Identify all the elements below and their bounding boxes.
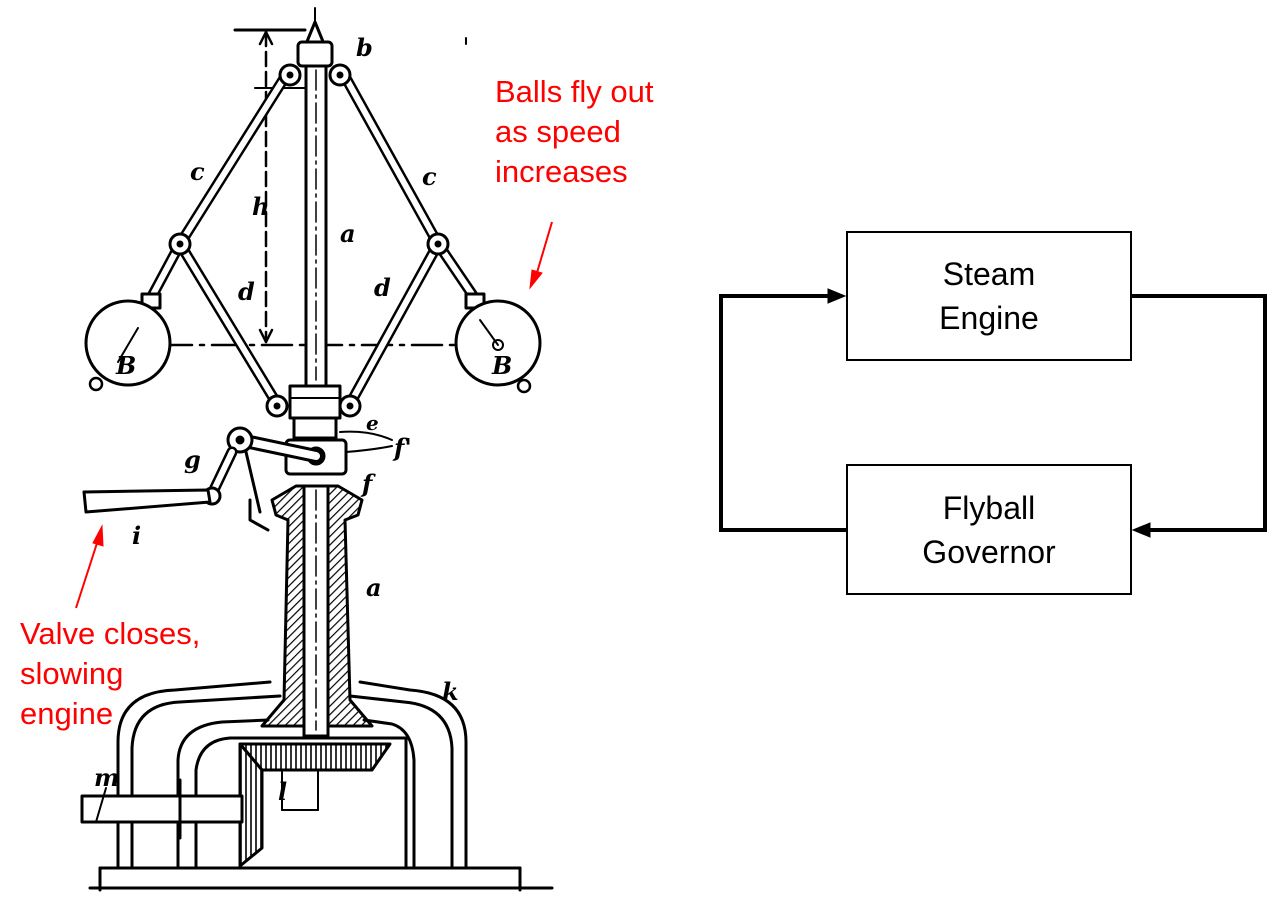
label-h: h — [252, 192, 269, 221]
flyball-governor-block: Flyball Governor — [846, 464, 1132, 595]
balls-arrow — [535, 221, 553, 277]
label-f-prime: f' — [392, 433, 412, 462]
flyball-right — [454, 292, 542, 394]
label-c-left: c — [190, 157, 205, 186]
label-c-right: c — [422, 162, 437, 191]
flyball-governor-drawing — [80, 7, 554, 892]
bevel-gear-vertical — [238, 742, 264, 868]
feedback-loop — [719, 288, 1267, 538]
steam-engine-block: Steam Engine — [846, 231, 1132, 361]
label-a-lower: a — [366, 573, 382, 602]
label-i: i — [132, 521, 141, 550]
valve-rod — [82, 488, 212, 514]
valve-annotation: Valve closes, slowing engine — [20, 616, 201, 731]
label-d-left: d — [238, 277, 255, 306]
label-l: l — [278, 777, 287, 806]
valve-arrow — [75, 539, 99, 609]
flyball-governor-label: Flyball Governor — [922, 489, 1056, 570]
label-B-right: B — [491, 351, 512, 380]
bevel-gear-horizontal — [238, 742, 392, 772]
arrowhead-to-engine — [827, 288, 847, 304]
sliding-collar — [288, 384, 342, 420]
steam-engine-label: Steam Engine — [939, 256, 1039, 336]
arrowhead-to-governor — [1131, 522, 1151, 538]
annotation-arrows — [75, 221, 553, 609]
frame — [98, 680, 522, 892]
label-a-upper: a — [340, 219, 356, 248]
drive-shaft — [80, 794, 244, 824]
label-g: g — [184, 445, 201, 474]
label-d-right: d — [374, 273, 391, 302]
flyball-left — [84, 292, 172, 392]
label-m: m — [94, 763, 119, 792]
governor-to-engine-connector — [719, 294, 846, 532]
label-f: f — [360, 469, 376, 498]
label-k: k — [442, 677, 459, 706]
engine-to-governor-connector — [1131, 294, 1267, 532]
label-e: e — [366, 411, 379, 435]
top-cap — [296, 40, 334, 68]
balls-annotation: Balls fly out as speed increases — [495, 74, 654, 189]
part-labels: b c c h a d d B B e f' f g i a k m l — [94, 33, 512, 806]
label-b: b — [356, 33, 373, 62]
label-B-left: B — [115, 351, 136, 380]
